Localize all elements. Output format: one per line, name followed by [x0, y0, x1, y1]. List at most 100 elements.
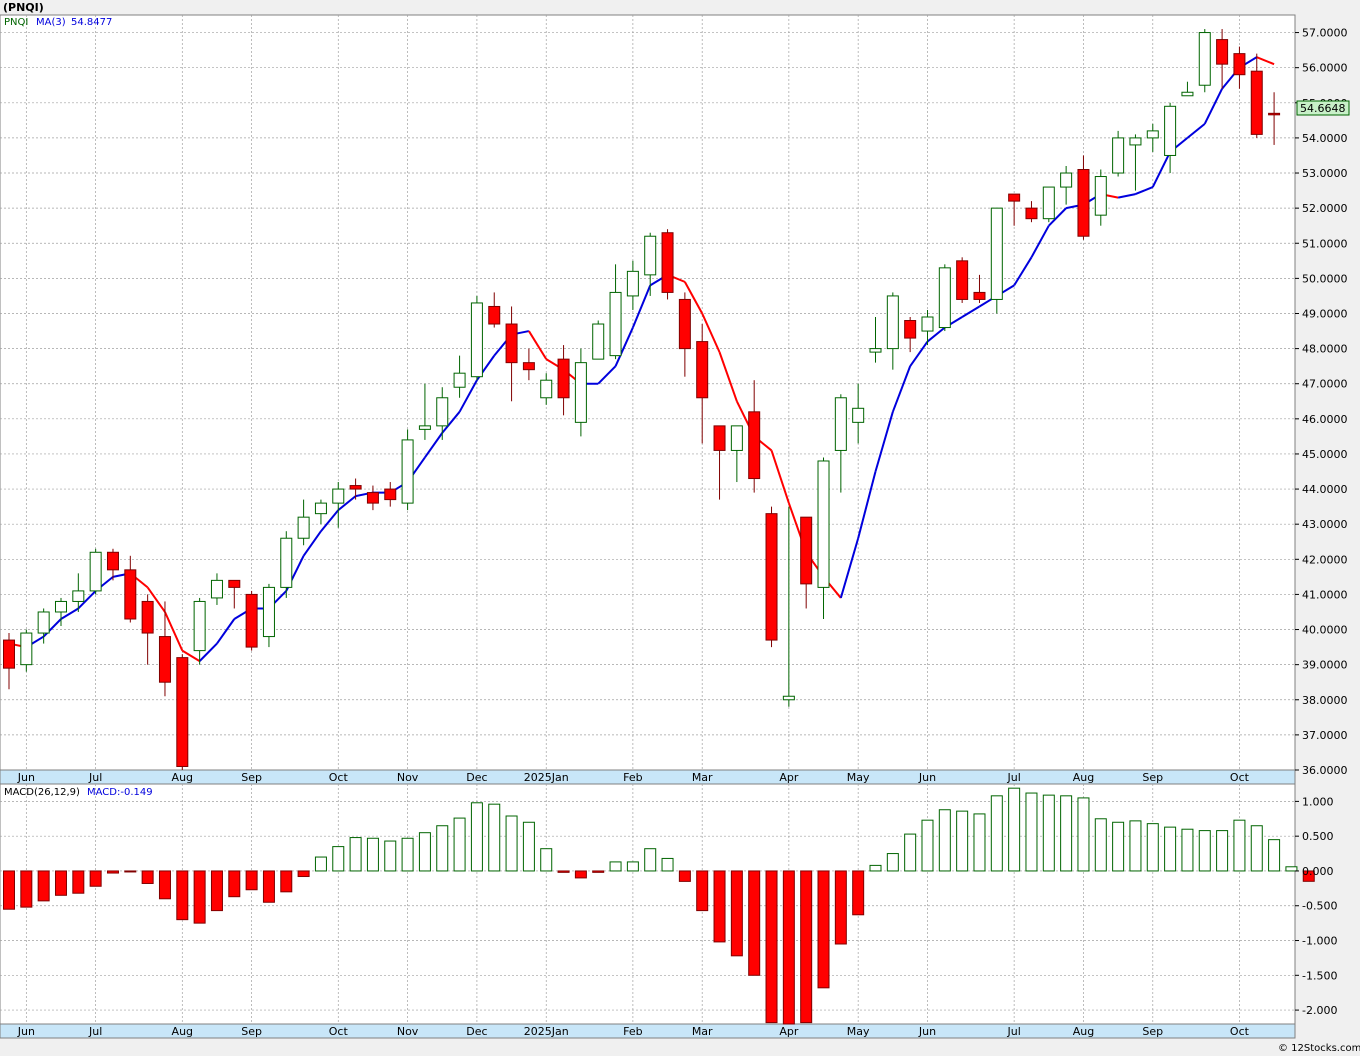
price-y-tick-label: 39.0000: [1302, 659, 1348, 672]
ma-segment: [1186, 123, 1206, 139]
candle-up: [782, 695, 795, 701]
candle-up: [314, 502, 327, 515]
legend-symbol: PNQI: [4, 17, 28, 28]
macd-bar-positive: [973, 813, 986, 872]
price-y-tick-label: 36.0000: [1302, 764, 1348, 777]
ma-segment: [441, 411, 461, 434]
ma-segment: [320, 509, 340, 532]
macd-bar-positive: [1250, 825, 1263, 872]
macd-bar-positive: [401, 837, 414, 872]
macd-bar-negative: [592, 870, 605, 873]
ma-segment: [528, 330, 548, 360]
candle-down: [1250, 70, 1263, 135]
candle-down: [522, 362, 535, 371]
ma-segment: [718, 351, 738, 402]
macd-x-tick-label: Feb: [623, 1025, 642, 1038]
ma-segment: [181, 649, 201, 662]
macd-bar-positive: [436, 825, 449, 872]
candle-down: [557, 358, 570, 399]
macd-bar-positive: [453, 817, 466, 872]
ma-segment: [1030, 225, 1050, 258]
price-y-tick-label: 47.0000: [1302, 378, 1348, 391]
macd-x-tick-label: Apr: [779, 1025, 799, 1038]
macd-bar-negative: [280, 870, 293, 893]
macd-bar-negative: [800, 870, 813, 1024]
macd-xaxis-bar: [0, 1023, 1296, 1039]
macd-bar-positive: [1181, 828, 1194, 872]
macd-bar-negative: [834, 870, 847, 945]
macd-bar-positive: [1042, 794, 1055, 872]
candle-down: [3, 639, 15, 669]
macd-bar-positive: [349, 837, 362, 872]
ma-segment: [701, 313, 721, 353]
candle-down: [488, 305, 501, 325]
price-x-tick-label: Feb: [623, 771, 642, 784]
candle-down: [678, 298, 691, 350]
ma-segment: [198, 642, 218, 662]
macd-bar-negative: [72, 870, 85, 894]
macd-bar-negative: [730, 870, 743, 957]
ma-segment: [961, 305, 980, 318]
price-y-tick-label: 57.0000: [1302, 27, 1348, 40]
macd-bar-positive: [921, 819, 934, 872]
macd-bar-negative: [696, 870, 709, 912]
price-x-tick-label: Jul: [1006, 771, 1020, 784]
ma-segment: [1048, 207, 1067, 227]
macd-bar-negative: [20, 870, 33, 908]
candle-down: [904, 320, 917, 339]
macd-bar-positive: [1112, 821, 1125, 872]
macd-x-tick-label: Mar: [692, 1025, 713, 1038]
macd-label: MACD(26,12,9): [4, 787, 80, 798]
candle-up: [609, 291, 622, 357]
macd-bar-positive: [366, 837, 379, 872]
ma-segment: [164, 611, 184, 652]
macd-bar-negative: [124, 870, 137, 873]
candle-down: [661, 232, 674, 293]
price-y-tick-label: 51.0000: [1302, 237, 1348, 250]
macd-x-tick-label: Oct: [1230, 1025, 1250, 1038]
price-x-tick-label: Sep: [241, 771, 262, 784]
candle-down: [1268, 112, 1281, 116]
macd-bar-positive: [990, 795, 1003, 872]
ma-segment: [1135, 186, 1154, 196]
macd-bar-positive: [522, 821, 535, 872]
price-x-tick-label: Aug: [1073, 771, 1094, 784]
macd-bar-negative: [713, 870, 726, 943]
candle-up: [869, 348, 882, 353]
macd-bar-positive: [661, 857, 674, 872]
macd-y-tick-label: -1.000: [1302, 935, 1337, 948]
macd-y-tick-label: -2.000: [1302, 1004, 1337, 1017]
candle-down: [1233, 53, 1246, 76]
candle-up: [436, 397, 449, 427]
macd-bar-positive: [505, 815, 518, 872]
ma-segment: [1117, 193, 1136, 199]
candle-up: [1060, 172, 1073, 188]
last-price-box: [1296, 100, 1350, 116]
macd-x-tick-label: May: [847, 1025, 870, 1038]
candle-up: [834, 397, 847, 451]
x-axis-ticks: Jun Jun Jul Jul Aug Aug Sep Sep Oct Oct Nov Nov Dec D…: [17, 771, 1250, 1038]
candle-down: [1216, 39, 1229, 65]
ma-segment: [683, 281, 704, 314]
macd-bar-positive: [886, 853, 899, 872]
macd-bar-positive: [904, 833, 917, 872]
macd-bar-negative: [574, 870, 587, 879]
price-y-tick-label: 50.0000: [1302, 272, 1348, 285]
price-y-tick-label: 37.0000: [1302, 729, 1348, 742]
candle-down: [800, 516, 813, 585]
macd-x-tick-label: Aug: [172, 1025, 193, 1038]
candle-up: [89, 551, 102, 592]
ma-segment: [909, 341, 929, 367]
price-y-tick-label: 54.0000: [1302, 132, 1348, 145]
ma-segment: [146, 586, 166, 613]
candle-down: [228, 579, 241, 588]
price-y-tick-label: 38.0000: [1302, 694, 1348, 707]
macd-bar-negative: [765, 870, 778, 1024]
candle-up: [280, 537, 293, 588]
price-y-tick-label: 49.0000: [1302, 307, 1348, 320]
candle-down: [973, 291, 986, 300]
candle-down: [956, 260, 969, 300]
macd-bar-positive: [1198, 830, 1211, 872]
macd-x-tick-label: Aug: [1073, 1025, 1094, 1038]
